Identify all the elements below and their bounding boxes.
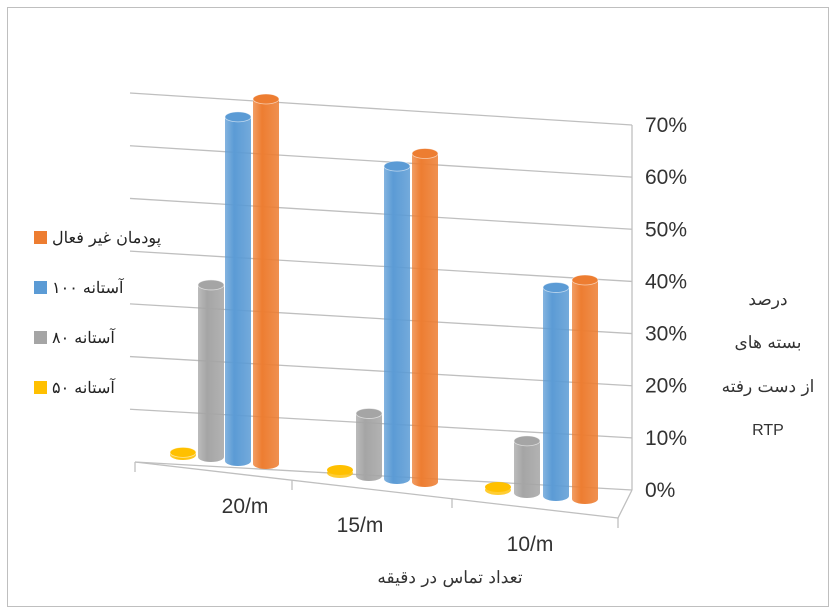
y-axis-label-line-3: از دست رفته xyxy=(722,377,815,397)
bar xyxy=(411,148,439,487)
y-tick-label: 10% xyxy=(645,427,687,450)
bar xyxy=(197,279,225,462)
floor-right-edge xyxy=(617,489,633,519)
y-tick-label: 70% xyxy=(645,114,687,137)
x-category-label: 10/m xyxy=(507,533,554,556)
floor-front-edge xyxy=(134,461,619,519)
bar xyxy=(485,482,511,495)
bar xyxy=(355,408,383,481)
legend: پودمان غیر فعال آستانه ۱۰۰ آستانه ۸۰ آستانه… xyxy=(34,228,161,397)
legend-label: آستانه ۱۰۰ xyxy=(52,277,125,297)
bar xyxy=(327,465,353,478)
gridline xyxy=(129,250,633,283)
legend-swatch xyxy=(34,381,47,394)
y-axis-label-line-4: RTP xyxy=(752,422,784,439)
y-tick-label: 60% xyxy=(645,166,687,189)
gridline xyxy=(129,92,633,126)
x-axis-label: تعداد تماس در دقیقه xyxy=(377,568,522,588)
bar xyxy=(252,93,280,469)
y-axis-ticks: 0% 10% 20% 30% 40% 50% 60% 70% xyxy=(645,114,687,502)
x-axis-categories: 20/m 15/m 10/m xyxy=(222,495,554,556)
y-axis-label-line-1: درصد xyxy=(748,290,787,310)
bar xyxy=(383,160,411,484)
y-axis-label-line-2: بسته های xyxy=(735,333,802,353)
x-category-label: 20/m xyxy=(222,495,269,518)
bar xyxy=(513,435,541,498)
bars xyxy=(169,93,599,504)
legend-label: آستانه ۸۰ xyxy=(52,327,116,347)
y-tick-label: 30% xyxy=(645,323,687,346)
legend-swatch xyxy=(34,331,47,344)
bar xyxy=(542,282,570,501)
y-tick-label: 20% xyxy=(645,375,687,398)
gridline xyxy=(129,197,633,230)
legend-swatch xyxy=(34,281,47,294)
gridline xyxy=(129,145,633,178)
legend-label: آستانه ۵۰ xyxy=(52,377,116,397)
bar xyxy=(571,274,599,504)
y-tick-label: 50% xyxy=(645,218,687,241)
y-tick-label: 40% xyxy=(645,270,687,293)
legend-label: پودمان غیر فعال xyxy=(52,228,161,247)
x-category-label: 15/m xyxy=(337,514,384,537)
y-tick-label: 0% xyxy=(645,479,675,502)
bar xyxy=(169,446,197,460)
bar xyxy=(224,111,252,466)
chart-frame xyxy=(7,7,829,607)
legend-swatch xyxy=(34,231,47,244)
